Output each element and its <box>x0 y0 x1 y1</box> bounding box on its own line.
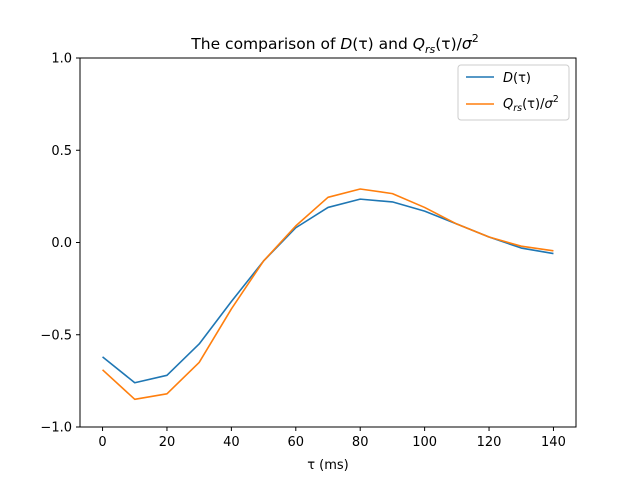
x-tick-label: 100 <box>412 435 437 450</box>
x-axis-label: τ (ms) <box>307 458 349 473</box>
legend-label-q: Qrs(τ)/σ2 <box>503 94 559 114</box>
chart-title: The comparison of D(τ) and Qrs(τ)/σ2 <box>190 32 478 56</box>
x-tick-label: 140 <box>541 435 566 450</box>
legend-box <box>457 64 570 121</box>
series-line-qrs <box>102 188 554 401</box>
x-tick-label: 20 <box>159 435 176 450</box>
x-tick-label: 60 <box>288 435 305 450</box>
legend-label-d: D(τ) <box>503 71 531 86</box>
y-tick-label: −0.5 <box>40 328 72 343</box>
legend: D(τ) Qrs(τ)/σ2 <box>457 64 570 121</box>
y-tick-label: 0.0 <box>51 236 72 251</box>
y-tick-label: 1.0 <box>51 52 72 67</box>
x-tick-label: 80 <box>352 435 369 450</box>
y-tick-label: 0.5 <box>51 144 72 159</box>
series-layer <box>102 188 554 401</box>
series-line-d <box>102 198 554 384</box>
x-tick-label: 0 <box>98 435 106 450</box>
x-tick-label: 40 <box>223 435 240 450</box>
y-axis-ticks: −1.0 −0.5 0.0 0.5 1.0 <box>40 52 80 436</box>
x-tick-label: 120 <box>477 435 502 450</box>
x-axis-ticks: 0 20 40 60 80 100 120 140 <box>98 427 566 450</box>
y-tick-label: −1.0 <box>40 421 72 436</box>
